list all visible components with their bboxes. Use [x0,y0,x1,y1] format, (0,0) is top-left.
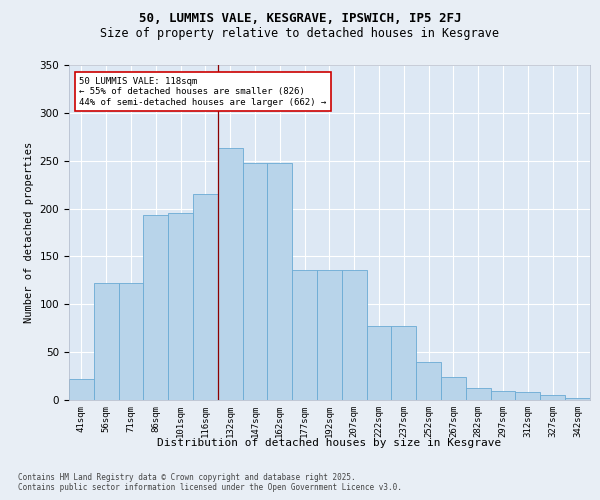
Bar [193,194,218,400]
Text: 50, LUMMIS VALE, KESGRAVE, IPSWICH, IP5 2FJ: 50, LUMMIS VALE, KESGRAVE, IPSWICH, IP5 … [139,12,461,26]
Bar [119,283,143,400]
Bar [367,326,391,400]
Bar [317,270,342,400]
Bar [143,216,168,400]
Bar [242,162,268,400]
Bar [565,398,590,400]
Text: Distribution of detached houses by size in Kesgrave: Distribution of detached houses by size … [157,438,501,448]
Bar [218,148,242,400]
Bar [69,379,94,400]
Y-axis label: Number of detached properties: Number of detached properties [24,142,34,323]
Text: Size of property relative to detached houses in Kesgrave: Size of property relative to detached ho… [101,28,499,40]
Bar [515,392,540,400]
Bar [94,283,119,400]
Text: 50 LUMMIS VALE: 118sqm
← 55% of detached houses are smaller (826)
44% of semi-de: 50 LUMMIS VALE: 118sqm ← 55% of detached… [79,76,326,106]
Bar [168,214,193,400]
Bar [342,270,367,400]
Bar [416,362,441,400]
Bar [491,392,515,400]
Bar [391,326,416,400]
Bar [268,162,292,400]
Bar [466,388,491,400]
Text: Contains HM Land Registry data © Crown copyright and database right 2025.
Contai: Contains HM Land Registry data © Crown c… [18,472,402,492]
Bar [540,395,565,400]
Bar [292,270,317,400]
Bar [441,377,466,400]
